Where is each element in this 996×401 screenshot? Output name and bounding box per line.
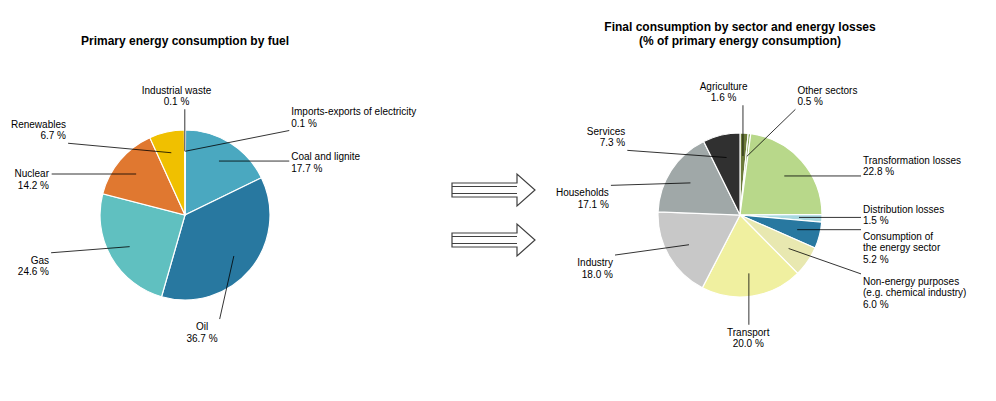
- data-label: 24.6 %: [18, 266, 49, 277]
- slice-labels: Imports-exports of electricity0.1 %Coal …: [11, 85, 416, 344]
- category-label: Transport: [727, 327, 770, 338]
- arrow-outline: [452, 174, 535, 206]
- slices: [100, 130, 270, 300]
- flow-arrow: [452, 174, 535, 206]
- slice-label: Oil36.7 %: [186, 321, 217, 344]
- leader-line: [615, 245, 689, 255]
- slices: [658, 133, 822, 297]
- data-label: 5.2 %: [863, 254, 889, 265]
- category-label: Consumption ofthe energy sector: [863, 231, 941, 254]
- data-label: 18.0 %: [582, 269, 613, 280]
- arrow-inner-line: [452, 186, 517, 187]
- slice-label: Other sectors0.5 %: [797, 85, 857, 107]
- category-label: Households: [556, 187, 609, 198]
- background: [0, 0, 996, 401]
- category-label: Services: [587, 126, 625, 137]
- leader-line: [184, 109, 185, 151]
- leader-line: [789, 248, 861, 273]
- leader-line: [51, 247, 130, 253]
- slice-label: Services7.3 %: [587, 126, 625, 149]
- category-label: Distribution losses: [863, 204, 944, 215]
- leader-line: [611, 183, 691, 185]
- data-label: 0.1 %: [291, 118, 317, 129]
- leader-line: [748, 273, 749, 324]
- pie-slice: [704, 133, 740, 215]
- slice-label: Imports-exports of electricity0.1 %: [291, 106, 416, 129]
- leader-line: [220, 256, 234, 319]
- category-label: Nuclear: [15, 168, 50, 179]
- pie-chart: Final consumption by sector and energy l…: [556, 20, 966, 349]
- slice-label: Non-energy purposes(e.g. chemical indust…: [863, 276, 966, 310]
- leader-lines: [51, 109, 289, 319]
- category-label: Imports-exports of electricity: [291, 106, 416, 117]
- data-label: 20.0 %: [733, 338, 764, 349]
- slice-label: Transport20.0 %: [727, 327, 770, 350]
- slice-label: Industry18.0 %: [577, 257, 613, 280]
- slice-label: Transformation losses22.8 %: [863, 155, 961, 178]
- slice-label: Distribution losses1.5 %: [863, 204, 944, 227]
- pie-slice: [658, 212, 740, 288]
- chart-title: Final consumption by sector and energy l…: [604, 20, 876, 48]
- data-label: 0.5 %: [797, 96, 823, 107]
- data-label: 6.0 %: [863, 299, 889, 310]
- arrow-inner-line: [452, 243, 517, 244]
- slice-label: Agriculture1.6 %: [700, 81, 748, 104]
- category-label: Gas: [31, 255, 49, 266]
- data-label: 14.2 %: [18, 180, 49, 191]
- leader-line: [747, 109, 796, 156]
- data-label: 0.1 %: [164, 96, 190, 107]
- leader-line: [52, 174, 137, 175]
- data-label: 1.6 %: [711, 92, 737, 103]
- leader-line: [627, 150, 726, 157]
- category-label: Transformation losses: [863, 155, 961, 166]
- slice-label: Nuclear14.2 %: [15, 168, 50, 191]
- slice-labels: Agriculture1.6 % Other sectors0.5 % Transf…: [556, 81, 966, 350]
- category-label: Non-energy purposes(e.g. chemical indust…: [863, 276, 966, 299]
- arrow-outline: [452, 224, 535, 256]
- category-label: Renewables: [11, 119, 66, 130]
- data-label: 22.8 %: [863, 166, 894, 177]
- data-label: 1.5 %: [863, 215, 889, 226]
- leader-lines: [611, 105, 861, 325]
- slice-label: Industrial waste0.1 %: [142, 85, 212, 108]
- slice-label: Gas24.6 %: [18, 255, 49, 278]
- data-label: 17.7 %: [291, 163, 322, 174]
- leader-line: [219, 161, 289, 162]
- category-label: Coal and lignite: [291, 151, 360, 162]
- data-label: 17.1 %: [578, 199, 609, 210]
- arrow-inner-line: [452, 236, 517, 237]
- pie-chart: Primary energy consumption by fuel Import…: [11, 34, 416, 344]
- leader-line: [68, 143, 171, 152]
- category-label: Oil: [196, 321, 208, 332]
- category-label: Agriculture: [700, 81, 748, 92]
- pie-slice: [150, 130, 185, 215]
- data-label: 7.3 %: [600, 137, 626, 148]
- slice-label: Renewables6.7 %: [11, 119, 66, 142]
- slice-label: Coal and lignite17.7 %: [291, 151, 360, 174]
- arrow-inner-line: [452, 193, 517, 194]
- category-label: Industry: [577, 257, 613, 268]
- slice-label: Consumption ofthe energy sector5.2 %: [863, 231, 941, 265]
- leader-line: [185, 131, 289, 152]
- chart-title: Primary energy consumption by fuel: [81, 34, 289, 48]
- leader-line: [742, 105, 743, 156]
- leader-line: [784, 175, 861, 176]
- data-label: 6.7 %: [40, 130, 66, 141]
- leader-line: [799, 217, 861, 218]
- data-label: 36.7 %: [186, 333, 217, 344]
- category-label: Industrial waste: [142, 85, 212, 96]
- leader-line: [797, 229, 861, 230]
- pie-slice: [740, 134, 822, 215]
- flow-arrow: [452, 224, 535, 256]
- category-label: Other sectors: [797, 85, 857, 96]
- slice-label: Households17.1 %: [556, 187, 609, 210]
- chart-canvas: Primary energy consumption by fuel Import…: [0, 0, 996, 401]
